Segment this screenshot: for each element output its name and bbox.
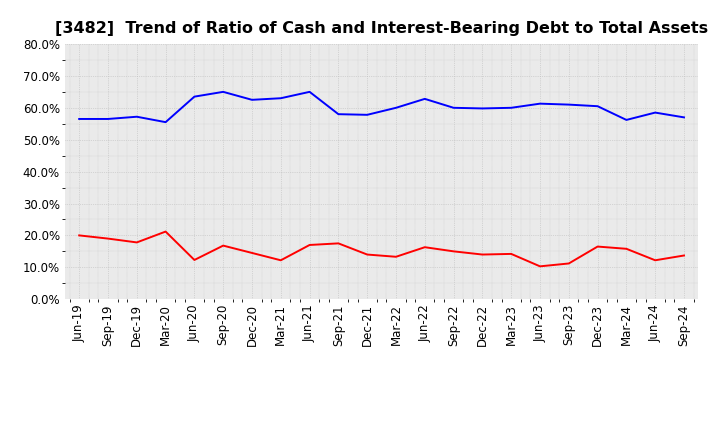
Interest-Bearing Debt xyxy=(305,89,314,95)
Interest-Bearing Debt xyxy=(132,114,141,119)
Interest-Bearing Debt xyxy=(680,115,688,120)
Cash xyxy=(507,251,516,257)
Legend: Cash, Interest-Bearing Debt: Cash, Interest-Bearing Debt xyxy=(238,439,526,440)
Interest-Bearing Debt xyxy=(507,105,516,110)
Cash xyxy=(478,252,487,257)
Interest-Bearing Debt xyxy=(219,89,228,95)
Cash xyxy=(449,249,458,254)
Cash xyxy=(305,242,314,248)
Interest-Bearing Debt xyxy=(248,97,256,103)
Cash xyxy=(651,258,660,263)
Interest-Bearing Debt xyxy=(478,106,487,111)
Interest-Bearing Debt xyxy=(161,120,170,125)
Cash xyxy=(392,254,400,260)
Interest-Bearing Debt xyxy=(75,116,84,121)
Cash xyxy=(564,261,573,266)
Cash xyxy=(190,257,199,263)
Interest-Bearing Debt xyxy=(190,94,199,99)
Cash xyxy=(219,243,228,248)
Cash xyxy=(680,253,688,258)
Interest-Bearing Debt xyxy=(276,95,285,101)
Interest-Bearing Debt xyxy=(392,105,400,110)
Title: [3482]  Trend of Ratio of Cash and Interest-Bearing Debt to Total Assets: [3482] Trend of Ratio of Cash and Intere… xyxy=(55,21,708,36)
Cash xyxy=(161,229,170,234)
Interest-Bearing Debt xyxy=(449,105,458,110)
Interest-Bearing Debt xyxy=(334,111,343,117)
Interest-Bearing Debt xyxy=(104,116,112,121)
Cash xyxy=(334,241,343,246)
Cash xyxy=(622,246,631,251)
Interest-Bearing Debt xyxy=(564,102,573,107)
Line: Interest-Bearing Debt: Interest-Bearing Debt xyxy=(79,92,684,122)
Interest-Bearing Debt xyxy=(593,103,602,109)
Interest-Bearing Debt xyxy=(622,117,631,123)
Cash xyxy=(104,236,112,241)
Cash xyxy=(420,245,429,250)
Line: Cash: Cash xyxy=(79,231,684,266)
Cash xyxy=(536,264,544,269)
Interest-Bearing Debt xyxy=(651,110,660,115)
Cash xyxy=(75,233,84,238)
Interest-Bearing Debt xyxy=(536,101,544,106)
Cash xyxy=(276,258,285,263)
Interest-Bearing Debt xyxy=(420,96,429,102)
Cash xyxy=(363,252,372,257)
Cash xyxy=(248,250,256,256)
Cash xyxy=(593,244,602,249)
Interest-Bearing Debt xyxy=(363,112,372,117)
Cash xyxy=(132,240,141,245)
